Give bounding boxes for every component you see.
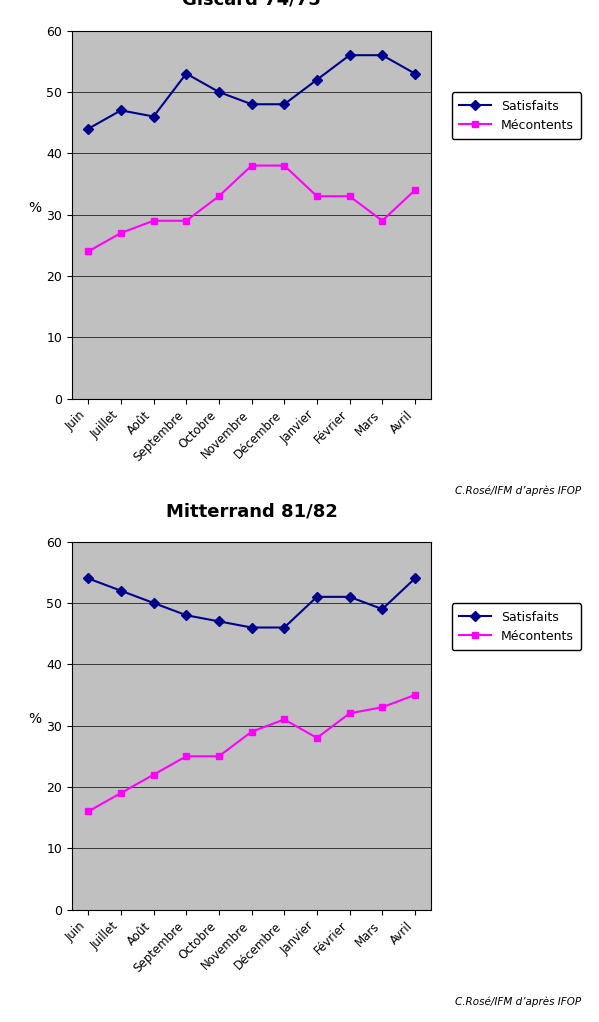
Text: C.Rosé/IFM d’après IFOP: C.Rosé/IFM d’après IFOP: [455, 485, 581, 496]
Satisfaits: [248, 98, 255, 110]
Satisfaits: [150, 597, 157, 609]
Mécontents: [150, 215, 157, 227]
Mécontents: [313, 732, 320, 744]
Mécontents: [150, 769, 157, 781]
Text: C.Rosé/IFM d’après IFOP: C.Rosé/IFM d’après IFOP: [455, 996, 581, 1007]
Mécontents: [248, 726, 255, 738]
Satisfaits: [117, 585, 125, 597]
Mécontents: [215, 190, 222, 202]
Y-axis label: %: %: [29, 200, 41, 215]
Satisfaits: [313, 591, 320, 603]
Y-axis label: %: %: [29, 711, 41, 726]
Satisfaits: [150, 110, 157, 123]
Text: Giscard 74/75: Giscard 74/75: [182, 0, 321, 9]
Mécontents: [412, 689, 419, 701]
Mécontents: [412, 184, 419, 196]
Mécontents: [183, 215, 190, 227]
Mécontents: [117, 787, 125, 799]
Mécontents: [117, 227, 125, 239]
Satisfaits: [281, 98, 288, 110]
Mécontents: [84, 805, 92, 818]
Text: Mitterrand 81/82: Mitterrand 81/82: [166, 502, 337, 520]
Line: Mécontents: Mécontents: [84, 162, 419, 254]
Line: Satisfaits: Satisfaits: [84, 575, 419, 631]
Satisfaits: [412, 572, 419, 585]
Mécontents: [313, 190, 320, 202]
Satisfaits: [215, 86, 222, 98]
Satisfaits: [183, 67, 190, 80]
Satisfaits: [379, 603, 386, 615]
Mécontents: [281, 159, 288, 172]
Satisfaits: [412, 67, 419, 80]
Legend: Satisfaits, Mécontents: Satisfaits, Mécontents: [452, 92, 581, 139]
Legend: Satisfaits, Mécontents: Satisfaits, Mécontents: [452, 603, 581, 650]
Mécontents: [183, 750, 190, 762]
Mécontents: [346, 190, 353, 202]
Satisfaits: [313, 74, 320, 86]
Mécontents: [215, 750, 222, 762]
Satisfaits: [346, 591, 353, 603]
Mécontents: [346, 707, 353, 719]
Mécontents: [281, 713, 288, 726]
Satisfaits: [248, 621, 255, 634]
Satisfaits: [215, 615, 222, 628]
Satisfaits: [281, 621, 288, 634]
Mécontents: [379, 215, 386, 227]
Line: Satisfaits: Satisfaits: [84, 52, 419, 132]
Mécontents: [248, 159, 255, 172]
Satisfaits: [346, 49, 353, 61]
Satisfaits: [117, 104, 125, 117]
Mécontents: [84, 245, 92, 258]
Satisfaits: [84, 123, 92, 135]
Satisfaits: [379, 49, 386, 61]
Mécontents: [379, 701, 386, 713]
Satisfaits: [183, 609, 190, 621]
Line: Mécontents: Mécontents: [84, 692, 419, 815]
Satisfaits: [84, 572, 92, 585]
